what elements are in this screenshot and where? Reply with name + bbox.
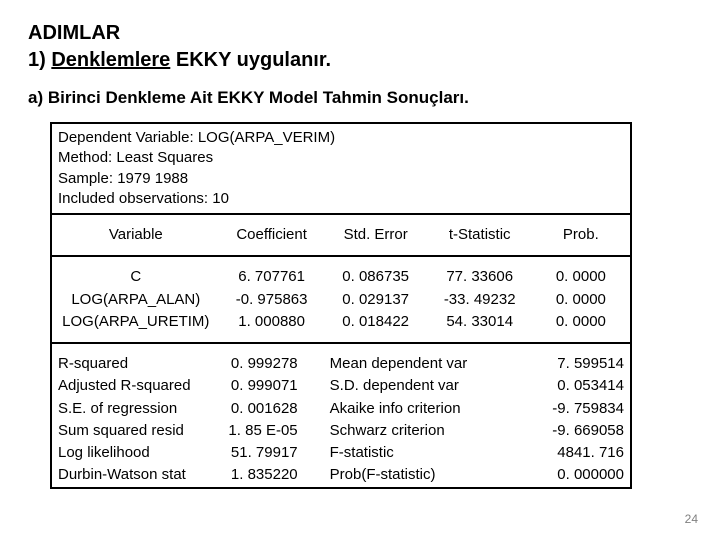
info-block: Dependent Variable: LOG(ARPA_VERIM) Meth… [52, 124, 630, 213]
diag-value2: 0. 053414 [532, 375, 630, 397]
coef-t: -33. 49232 [428, 289, 532, 311]
heading-line2-pre: 1) [28, 49, 51, 71]
diag-label: R-squared [52, 343, 220, 375]
coef-row: C 6. 707761 0. 086735 77. 33606 0. 0000 [52, 256, 630, 288]
diag-row: Log likelihood 51. 79917 F-statistic 484… [52, 442, 630, 464]
coef-val: 6. 707761 [220, 256, 324, 288]
diag-label2: Prob(F-statistic) [324, 464, 532, 486]
diag-row: R-squared 0. 999278 Mean dependent var 7… [52, 343, 630, 375]
diag-value2: 4841. 716 [532, 442, 630, 464]
stats-table: Variable Coefficient Std. Error t-Statis… [52, 213, 630, 487]
heading-line2-post: EKKY uygulanır. [170, 49, 331, 71]
slide-number: 24 [685, 512, 698, 526]
coef-val: 1. 000880 [220, 311, 324, 343]
coef-t: 54. 33014 [428, 311, 532, 343]
hdr-prob: Prob. [532, 214, 630, 256]
diag-label2: Akaike info criterion [324, 398, 532, 420]
diag-value2: -9. 759834 [532, 398, 630, 420]
heading-block: ADIMLAR 1) Denklemlere EKKY uygulanır. [28, 20, 692, 74]
coef-p: 0. 0000 [532, 256, 630, 288]
heading-line2-underline: Denklemlere [51, 49, 170, 71]
hdr-variable: Variable [52, 214, 220, 256]
diag-value: 0. 999278 [220, 343, 324, 375]
sample: Sample: 1979 1988 [58, 169, 624, 189]
coef-var: LOG(ARPA_URETIM) [52, 311, 220, 343]
diag-label2: Schwarz criterion [324, 420, 532, 442]
dependent-variable: Dependent Variable: LOG(ARPA_VERIM) [58, 128, 624, 148]
coef-se: 0. 086735 [324, 256, 428, 288]
coef-se: 0. 018422 [324, 311, 428, 343]
regression-output-box: Dependent Variable: LOG(ARPA_VERIM) Meth… [50, 122, 632, 489]
hdr-tstat: t-Statistic [428, 214, 532, 256]
diag-value: 1. 85 E-05 [220, 420, 324, 442]
hdr-stderr: Std. Error [324, 214, 428, 256]
coef-t: 77. 33606 [428, 256, 532, 288]
diag-row: Adjusted R-squared 0. 999071 S.D. depend… [52, 375, 630, 397]
diag-value2: 7. 599514 [532, 343, 630, 375]
diag-value: 0. 999071 [220, 375, 324, 397]
heading-line1: ADIMLAR [28, 22, 120, 44]
diag-value: 1. 835220 [220, 464, 324, 486]
coef-var: LOG(ARPA_ALAN) [52, 289, 220, 311]
diag-value2: 0. 000000 [532, 464, 630, 486]
diag-value: 0. 001628 [220, 398, 324, 420]
included-obs: Included observations: 10 [58, 189, 624, 209]
coef-p: 0. 0000 [532, 289, 630, 311]
diag-label: Adjusted R-squared [52, 375, 220, 397]
coef-row: LOG(ARPA_ALAN) -0. 975863 0. 029137 -33.… [52, 289, 630, 311]
diag-label2: F-statistic [324, 442, 532, 464]
diag-label: Sum squared resid [52, 420, 220, 442]
diag-label: Log likelihood [52, 442, 220, 464]
diag-value2: -9. 669058 [532, 420, 630, 442]
coef-var: C [52, 256, 220, 288]
coef-se: 0. 029137 [324, 289, 428, 311]
header-row: Variable Coefficient Std. Error t-Statis… [52, 214, 630, 256]
hdr-coefficient: Coefficient [220, 214, 324, 256]
diag-label2: Mean dependent var [324, 343, 532, 375]
diag-row: S.E. of regression 0. 001628 Akaike info… [52, 398, 630, 420]
diag-label: Durbin-Watson stat [52, 464, 220, 486]
diag-row: Durbin-Watson stat 1. 835220 Prob(F-stat… [52, 464, 630, 486]
diag-value: 51. 79917 [220, 442, 324, 464]
diag-row: Sum squared resid 1. 85 E-05 Schwarz cri… [52, 420, 630, 442]
coef-p: 0. 0000 [532, 311, 630, 343]
coef-row: LOG(ARPA_URETIM) 1. 000880 0. 018422 54.… [52, 311, 630, 343]
diag-label: S.E. of regression [52, 398, 220, 420]
subheading: a) Birinci Denkleme Ait EKKY Model Tahmi… [28, 88, 692, 108]
coef-val: -0. 975863 [220, 289, 324, 311]
method: Method: Least Squares [58, 148, 624, 168]
diag-label2: S.D. dependent var [324, 375, 532, 397]
